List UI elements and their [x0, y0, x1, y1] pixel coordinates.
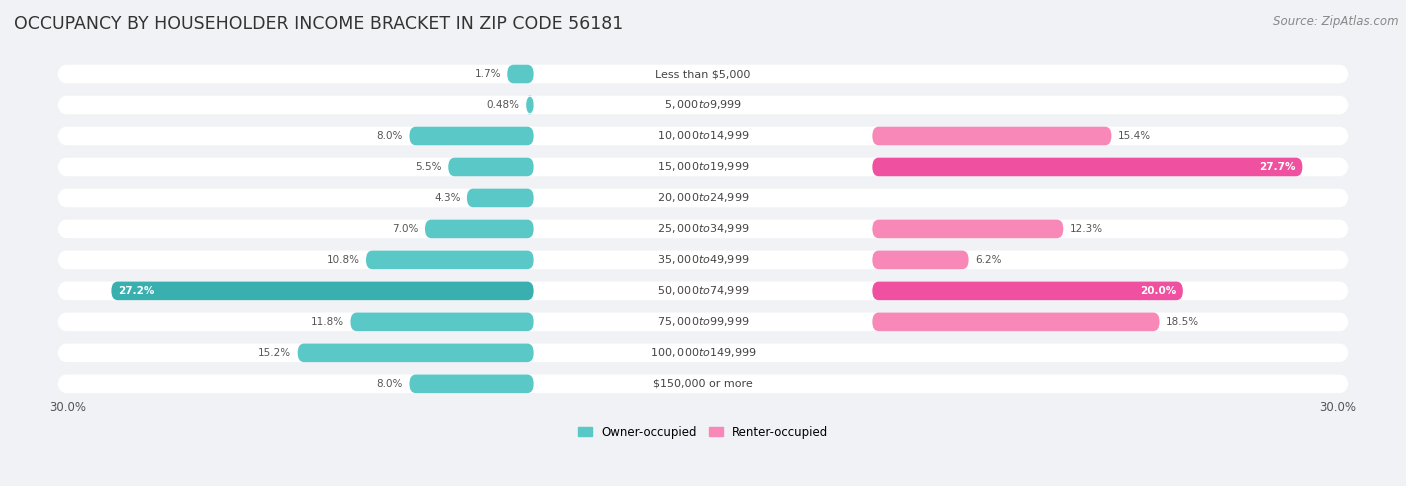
Text: 7.0%: 7.0%	[392, 224, 419, 234]
FancyBboxPatch shape	[508, 65, 534, 83]
FancyBboxPatch shape	[58, 344, 1348, 362]
Text: 0.48%: 0.48%	[486, 100, 520, 110]
Text: 27.7%: 27.7%	[1260, 162, 1296, 172]
FancyBboxPatch shape	[58, 127, 1348, 145]
Text: $15,000 to $19,999: $15,000 to $19,999	[657, 160, 749, 174]
FancyBboxPatch shape	[366, 251, 534, 269]
Text: $5,000 to $9,999: $5,000 to $9,999	[664, 99, 742, 111]
FancyBboxPatch shape	[872, 127, 1111, 145]
Text: 30.0%: 30.0%	[49, 401, 86, 414]
Text: 6.2%: 6.2%	[974, 255, 1001, 265]
FancyBboxPatch shape	[58, 96, 1348, 114]
FancyBboxPatch shape	[409, 127, 534, 145]
Text: $35,000 to $49,999: $35,000 to $49,999	[657, 253, 749, 266]
Text: 4.3%: 4.3%	[434, 193, 461, 203]
Text: $25,000 to $34,999: $25,000 to $34,999	[657, 223, 749, 235]
Text: 30.0%: 30.0%	[1320, 401, 1357, 414]
FancyBboxPatch shape	[58, 375, 1348, 393]
Text: 1.7%: 1.7%	[474, 69, 501, 79]
FancyBboxPatch shape	[58, 281, 1348, 300]
FancyBboxPatch shape	[449, 157, 534, 176]
Text: $150,000 or more: $150,000 or more	[654, 379, 752, 389]
Text: 15.4%: 15.4%	[1118, 131, 1152, 141]
Text: 10.8%: 10.8%	[326, 255, 360, 265]
FancyBboxPatch shape	[58, 189, 1348, 207]
Text: $100,000 to $149,999: $100,000 to $149,999	[650, 347, 756, 359]
Text: 5.5%: 5.5%	[415, 162, 441, 172]
FancyBboxPatch shape	[872, 312, 1160, 331]
Text: 18.5%: 18.5%	[1166, 317, 1199, 327]
FancyBboxPatch shape	[467, 189, 534, 207]
Text: 20.0%: 20.0%	[1140, 286, 1177, 296]
Text: $50,000 to $74,999: $50,000 to $74,999	[657, 284, 749, 297]
Text: Source: ZipAtlas.com: Source: ZipAtlas.com	[1274, 15, 1399, 28]
FancyBboxPatch shape	[58, 157, 1348, 176]
Text: 8.0%: 8.0%	[377, 379, 404, 389]
Text: 27.2%: 27.2%	[118, 286, 155, 296]
FancyBboxPatch shape	[58, 65, 1348, 83]
Text: $20,000 to $24,999: $20,000 to $24,999	[657, 191, 749, 205]
Text: Less than $5,000: Less than $5,000	[655, 69, 751, 79]
FancyBboxPatch shape	[425, 220, 534, 238]
FancyBboxPatch shape	[298, 344, 534, 362]
Text: OCCUPANCY BY HOUSEHOLDER INCOME BRACKET IN ZIP CODE 56181: OCCUPANCY BY HOUSEHOLDER INCOME BRACKET …	[14, 15, 623, 33]
Text: 8.0%: 8.0%	[377, 131, 404, 141]
FancyBboxPatch shape	[872, 220, 1063, 238]
Legend: Owner-occupied, Renter-occupied: Owner-occupied, Renter-occupied	[572, 421, 834, 444]
FancyBboxPatch shape	[111, 281, 534, 300]
FancyBboxPatch shape	[872, 157, 1302, 176]
FancyBboxPatch shape	[58, 312, 1348, 331]
FancyBboxPatch shape	[526, 96, 534, 114]
Text: $75,000 to $99,999: $75,000 to $99,999	[657, 315, 749, 329]
FancyBboxPatch shape	[872, 251, 969, 269]
FancyBboxPatch shape	[872, 281, 1182, 300]
FancyBboxPatch shape	[409, 375, 534, 393]
Text: 12.3%: 12.3%	[1070, 224, 1102, 234]
FancyBboxPatch shape	[58, 220, 1348, 238]
Text: $10,000 to $14,999: $10,000 to $14,999	[657, 129, 749, 142]
FancyBboxPatch shape	[58, 251, 1348, 269]
Text: 11.8%: 11.8%	[311, 317, 344, 327]
Text: 15.2%: 15.2%	[259, 348, 291, 358]
FancyBboxPatch shape	[350, 312, 534, 331]
